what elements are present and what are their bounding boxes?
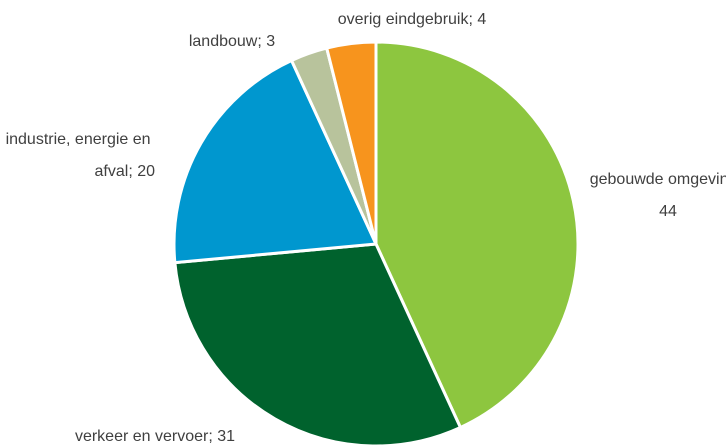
slice-label: landbouw; 3: [189, 33, 275, 50]
slice-label: gebouwde omgeving; 44: [590, 171, 726, 220]
pie-slice: [172, 58, 378, 265]
slice-label: verkeer en vervoer; 31: [75, 428, 235, 445]
pie-slice: [374, 40, 580, 430]
slice-label: overig eindgebruik; 4: [338, 11, 487, 28]
pie-slice: [173, 242, 462, 447]
slice-label: industrie, energie en afval; 20: [6, 131, 156, 180]
pie-slice: [325, 40, 378, 246]
